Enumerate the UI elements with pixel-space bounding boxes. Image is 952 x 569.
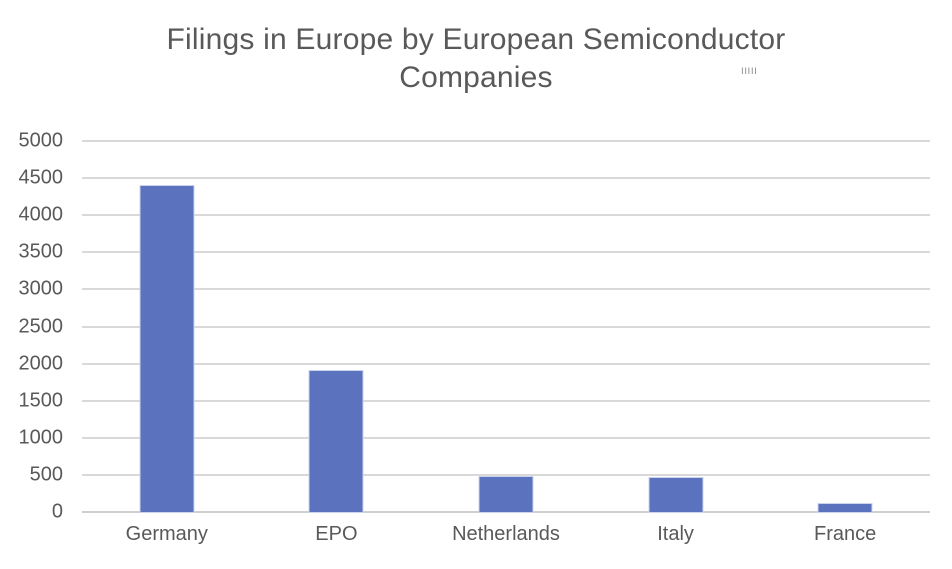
tally-marks-icon: IIIII [741,66,758,77]
y-tick-label: 3500 [18,240,64,263]
gridline [82,362,930,365]
gridline [82,325,930,328]
plot-area: 0 500 1000 1500 2000 2500 3000 3500 4000 4500 5000 [19,130,930,523]
gridline [82,251,930,254]
bars-row [82,141,930,514]
bar-slot [82,141,252,514]
chart-title: Filings in Europe by European Semiconduc… [166,23,786,94]
bar-france [817,502,873,514]
gridline [82,473,930,476]
bar-italy [648,476,704,513]
y-tick-label: 1000 [18,426,64,449]
y-tick-label: 1500 [18,389,64,412]
x-category-label: Italy [657,523,694,545]
gridline [82,399,930,402]
gridline [82,140,930,142]
bar-germany [139,184,195,514]
bar-netherlands [478,476,534,513]
y-tick-label: 5000 [18,129,64,152]
gridline [82,177,930,180]
gridline [82,436,930,439]
y-tick-label: 2000 [18,352,64,375]
y-tick-label: 500 [29,463,63,486]
x-category-label: Germany [125,523,208,545]
x-axis-labels: Germany EPO Netherlands Italy France [82,523,930,546]
y-tick-label: 2500 [18,315,64,337]
x-category-label: France [814,523,877,545]
x-category-label: Netherlands [452,523,560,545]
bar-slot [591,141,761,513]
gridline [82,214,930,217]
x-axis-line [82,511,930,513]
gridline [82,288,930,291]
y-tick-label: 4000 [18,203,64,226]
y-tick-label: 0 [51,500,63,523]
y-tick-label: 4500 [18,166,64,189]
y-tick-label: 3000 [18,277,64,300]
x-category-label: EPO [315,523,358,545]
bar-slot [421,141,591,513]
bar-slot [252,141,422,513]
bar-epo [308,370,364,513]
bar-slot [760,141,930,514]
